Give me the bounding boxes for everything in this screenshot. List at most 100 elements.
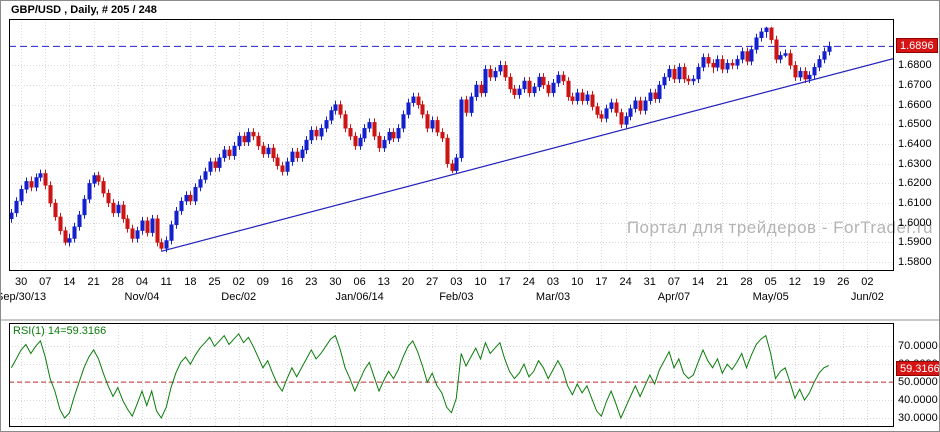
candle [362,128,367,139]
candle [682,66,687,80]
candle [537,76,542,88]
candle [783,53,788,56]
candle [517,88,522,96]
candle [430,120,435,129]
candle [677,66,682,80]
candle [116,204,121,214]
candle [686,78,691,82]
candle [24,181,29,190]
rsi-indicator-label: RSI(1) 14=59.3166 [13,325,107,337]
candle [420,104,425,115]
candle [464,99,469,113]
candle [280,165,285,172]
candle [740,51,745,60]
candle [140,220,145,231]
candle [213,161,218,168]
candle [575,92,580,101]
candle [827,46,832,52]
candle [624,116,629,125]
candle [570,96,575,101]
candle [469,96,474,113]
candle [285,161,290,172]
candle [807,74,812,80]
candle [377,135,382,149]
candle [387,131,392,141]
candle [309,129,314,141]
candle [401,114,406,129]
candle [343,114,348,129]
candle [391,131,396,139]
candle [653,92,658,99]
candle [87,183,92,200]
candle [769,27,774,40]
candle [614,102,619,113]
chart-title: GBP/USD , Daily, # 205 / 248 [11,4,157,16]
candle [251,131,256,137]
candle [319,128,324,137]
candle [29,181,34,188]
candle [527,80,532,94]
candle [174,210,179,226]
candle [63,230,68,243]
candle [778,55,783,60]
candle [817,59,822,68]
candle [82,198,87,216]
candle [628,108,633,117]
candle [551,82,556,94]
candle [333,104,338,111]
candle [585,94,590,101]
candle [314,129,319,137]
candle [425,114,430,129]
candle [590,94,595,107]
candle [271,147,276,159]
candle [382,139,387,149]
candle [701,57,706,68]
candle [222,149,227,159]
candle [237,135,242,147]
trend-line[interactable] [161,57,895,252]
rsi-line [10,332,829,420]
candle [609,102,614,109]
main-pane-border [9,19,894,271]
candles [9,26,832,253]
candle [396,128,401,139]
candle [358,137,363,147]
candle [19,189,24,202]
candle [159,242,164,249]
candle [561,74,566,82]
candle [522,80,527,90]
candle [822,51,827,60]
candle [416,96,421,105]
candle [715,59,720,68]
candle [493,70,498,78]
candle [275,157,280,166]
candle [638,100,643,111]
price-grid [9,19,894,427]
candle [256,135,261,147]
candle [77,214,82,227]
candle [691,78,696,82]
candle [566,80,571,98]
candle [135,230,140,239]
candle [242,135,247,143]
candle [106,192,111,204]
candle [774,39,779,60]
candle [696,66,701,80]
candle [759,31,764,38]
candle [145,220,150,233]
candle [541,76,546,86]
candle [735,59,740,66]
candle [217,157,222,168]
candle [96,175,101,182]
candle [329,110,334,121]
candle [479,84,484,94]
candle [53,202,58,218]
candle [793,65,798,78]
candle [290,151,295,162]
candle [745,51,750,62]
candle [546,84,551,94]
candle [556,74,561,84]
pane-divider[interactable] [1,319,939,321]
candle [34,177,39,188]
